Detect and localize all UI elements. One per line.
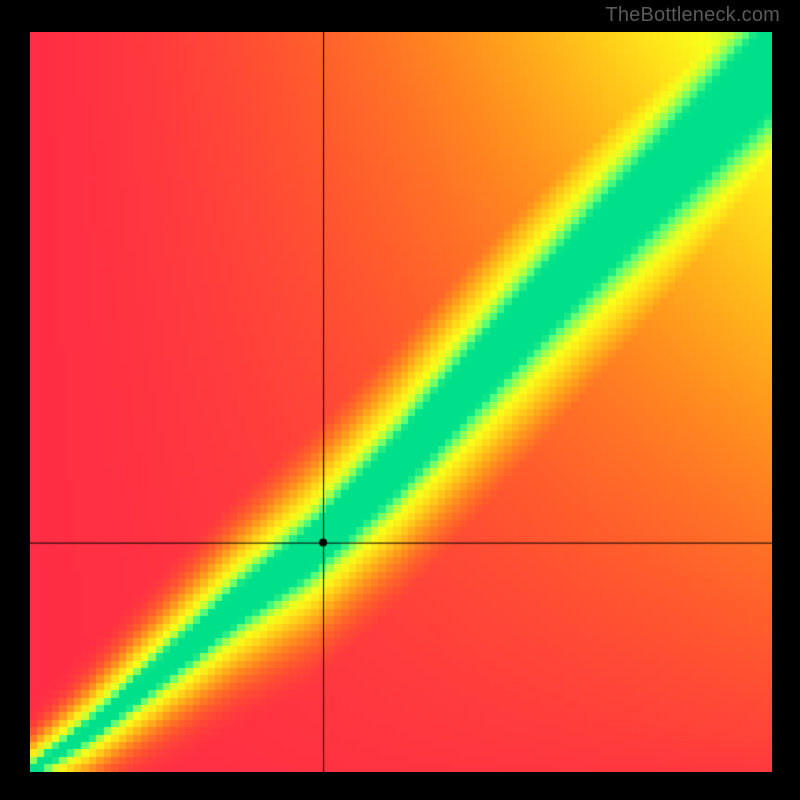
chart-container: TheBottleneck.com	[0, 0, 800, 800]
heatmap-canvas	[30, 32, 772, 772]
watermark-text: TheBottleneck.com	[605, 4, 780, 27]
